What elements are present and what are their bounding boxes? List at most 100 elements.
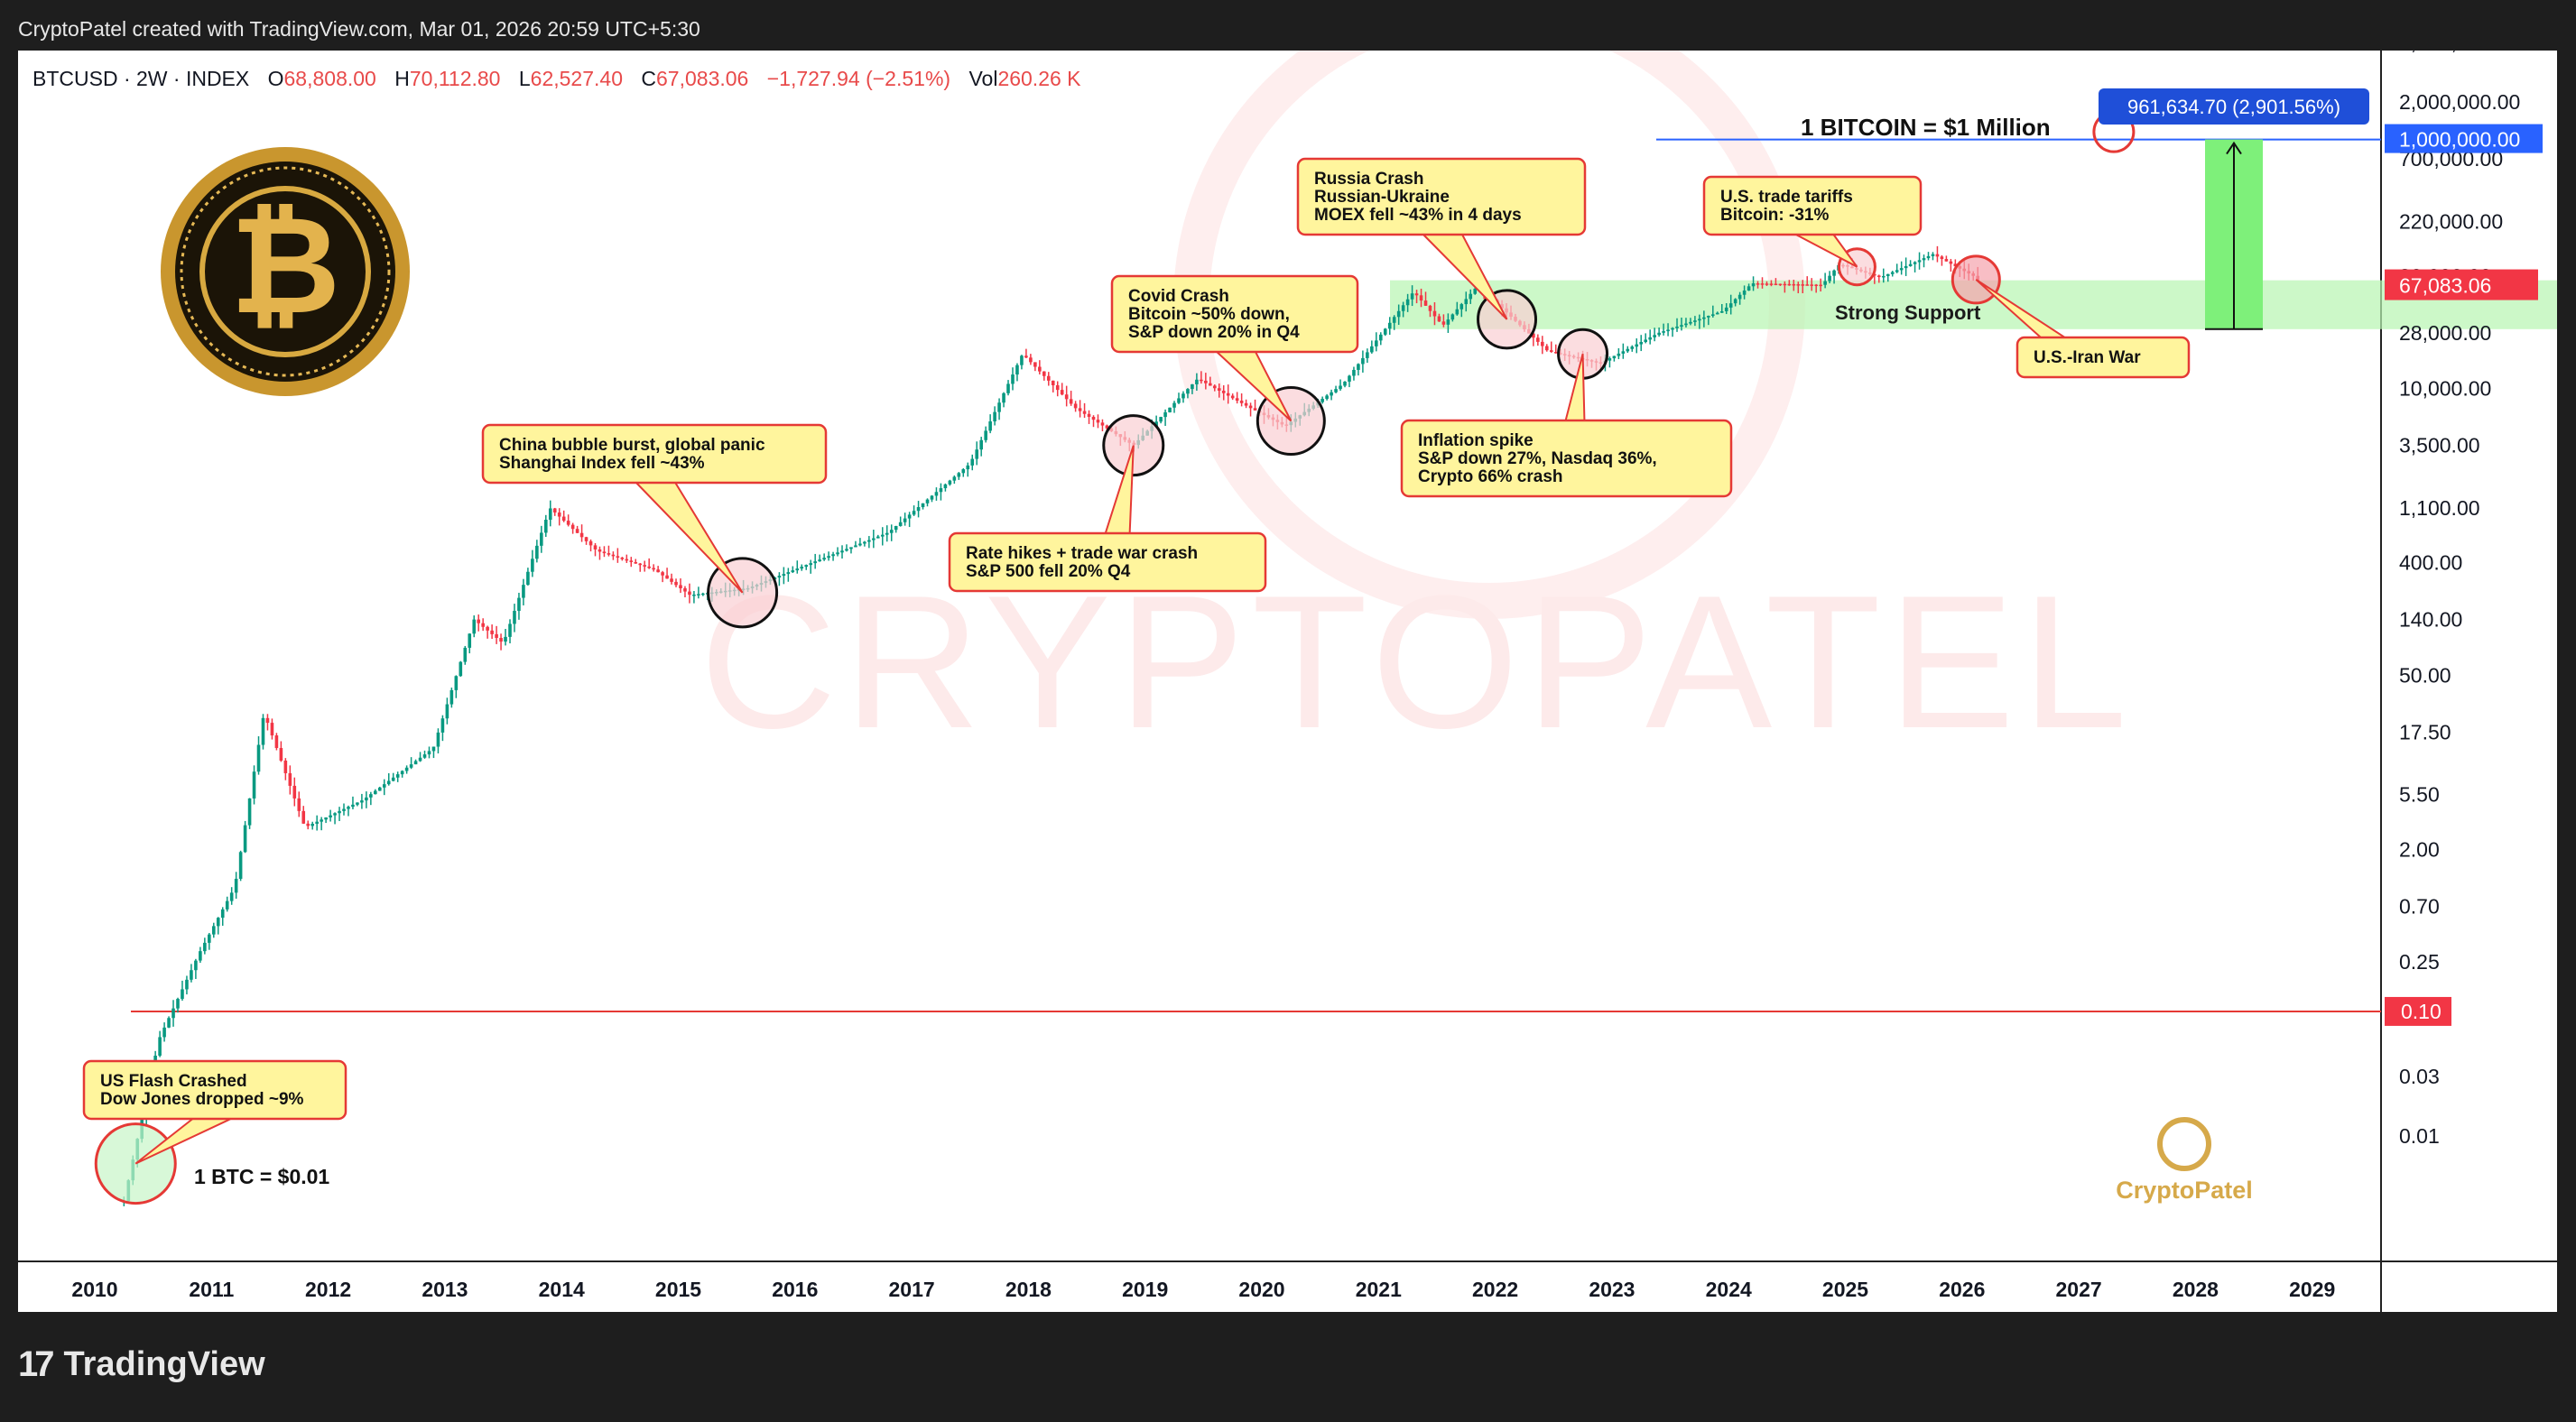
candle-body (1217, 388, 1221, 392)
candle-body (1737, 294, 1742, 300)
chart-frame[interactable]: CRYPTOPATEL US Flash Crashed Dow Jones dro… (18, 51, 2557, 1312)
candle-body (1778, 283, 1783, 286)
candle-body (1657, 332, 1661, 336)
candle-body (656, 569, 660, 573)
candle-body (782, 574, 786, 577)
candle-body (301, 810, 306, 824)
candle-body (1015, 365, 1019, 375)
y-tick-label: 50.00 (2399, 663, 2451, 687)
y-tick-label: 17.50 (2399, 720, 2451, 743)
candle-body (661, 572, 664, 576)
symbol-label[interactable]: BTCUSD · 2W · INDEX (32, 67, 250, 90)
candle-body (526, 571, 530, 586)
candle-body (872, 538, 876, 540)
candle-body (1760, 283, 1765, 285)
candle-body (472, 619, 477, 634)
candle-body (1186, 389, 1190, 394)
candle-body (1195, 379, 1199, 384)
x-tick-label: 2017 (889, 1278, 935, 1301)
candle-body (858, 543, 862, 546)
candle-body (791, 570, 795, 573)
target-price-bg (2385, 124, 2543, 153)
candle-body (1895, 270, 1899, 272)
candle-body (701, 593, 705, 596)
candle-body (306, 823, 310, 826)
candle-body (540, 532, 543, 546)
candle-body (181, 989, 184, 1000)
candle-body (1414, 293, 1419, 296)
tradingview-brand[interactable]: 17 TradingView (18, 1344, 265, 1385)
annotation-note[interactable]: China bubble burst, global panicShanghai… (481, 423, 828, 594)
candle-body (1020, 356, 1024, 365)
candle-body (1715, 312, 1719, 315)
candle-body (1168, 407, 1172, 412)
candle-body (688, 591, 691, 596)
candle-body (252, 771, 256, 799)
candle-body (315, 821, 319, 825)
candle-body (1756, 283, 1760, 285)
candle-body (1172, 402, 1176, 408)
annotation-note[interactable]: U.S.-Iran War (1975, 279, 2191, 379)
candle-body (1078, 408, 1082, 411)
candle-body (422, 754, 427, 758)
y-tick-label: 1,100.00 (2399, 496, 2480, 520)
target-measure-badge: 961,634.70 (2,901.56%) (2099, 88, 2369, 125)
candle-body (840, 550, 844, 553)
candle-body (939, 488, 943, 493)
candle-body (1922, 258, 1926, 261)
candle-body (1055, 384, 1060, 391)
candle-body (499, 637, 503, 642)
candle-body (993, 411, 996, 422)
candle-body (1675, 326, 1679, 328)
annotation-text: Covid Crash (1128, 287, 1229, 306)
candle-body (1469, 293, 1473, 300)
candle-body (1357, 364, 1360, 370)
annotation-text: Russian-Ukraine (1314, 188, 1450, 207)
target-title: 1 BITCOIN = $1 Million (1801, 114, 2051, 141)
candle-body (1917, 260, 1922, 263)
candle-body (1191, 383, 1194, 390)
x-tick-label: 2026 (1939, 1278, 1985, 1301)
candle-body (395, 774, 400, 778)
candle-body (557, 512, 561, 517)
candle-body (1100, 422, 1105, 426)
candle-body (1087, 413, 1091, 417)
y-tick-label: 28,000.00 (2399, 321, 2491, 345)
candle-body (1644, 339, 1647, 343)
candle-body (1612, 356, 1617, 359)
candle-body (593, 545, 598, 549)
candle-body (1343, 382, 1347, 386)
coin-face (175, 162, 395, 382)
candle-body (1370, 346, 1374, 353)
candle-body (365, 797, 368, 801)
candle-body (1204, 380, 1208, 383)
candle-body (1719, 310, 1724, 313)
candle-body (1666, 329, 1670, 332)
y-tick-label: 2,000,000.00 (2399, 90, 2520, 114)
target-price-text: 1,000,000.00 (2399, 128, 2520, 152)
candle-body (634, 561, 638, 564)
coin-dots (180, 166, 391, 377)
candle-body (1339, 385, 1342, 390)
candle-body (1060, 390, 1064, 395)
x-tick-label: 2013 (422, 1278, 468, 1301)
candle-body (1626, 348, 1630, 352)
candle-body (283, 760, 288, 773)
candle-body (867, 540, 871, 542)
y-tick-label: 0.01 (2399, 1124, 2440, 1148)
candle-body (1181, 393, 1185, 399)
candle-body (620, 558, 625, 559)
candle-body (320, 819, 323, 822)
candle-body (208, 934, 211, 943)
candle-body (880, 534, 885, 537)
candle-body (912, 511, 916, 515)
candle-body (382, 784, 386, 788)
candle-body (261, 717, 265, 745)
